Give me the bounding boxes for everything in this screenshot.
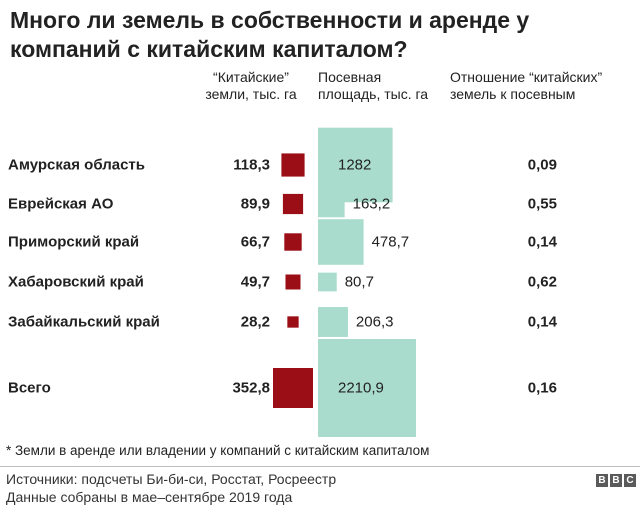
chart-area: Амурская область 118,3 1282 0,09 Еврейская А… — [8, 127, 558, 437]
sown-area-bar — [318, 219, 364, 265]
logo-letter: B — [596, 474, 608, 487]
sown-area-bar — [318, 272, 337, 292]
sown-value-label: 163,2 — [353, 196, 391, 213]
region-label: Приморский край — [8, 234, 139, 251]
chinese-value-label: 352,8 — [232, 380, 270, 397]
source-line-2: Данные собраны в мае–сентябре 2019 года — [6, 489, 293, 505]
region-label: Еврейская АО — [8, 196, 114, 213]
chinese-value-label: 28,2 — [241, 314, 270, 331]
ratio-value-label: 0,09 — [528, 157, 557, 174]
header-chinese-line2: земли, тыс. га — [205, 86, 297, 102]
ratio-value-label: 0,14 — [528, 314, 558, 331]
header-sown-area: Посевная площадь, тыс. га — [318, 69, 448, 103]
ratio-value-label: 0,16 — [528, 380, 557, 397]
region-label: Амурская область — [8, 157, 145, 174]
header-ratio-line1: Отношение “китайских” — [450, 69, 603, 85]
ratio-value-label: 0,14 — [528, 234, 558, 251]
sown-value-label: 1282 — [338, 157, 371, 174]
sown-value-label: 2210,9 — [338, 380, 384, 397]
chinese-land-square — [282, 193, 304, 215]
footer-divider — [0, 466, 640, 467]
chinese-land-square — [281, 153, 305, 177]
region-label: Всего — [8, 380, 51, 397]
header-sown-line2: площадь, тыс. га — [318, 86, 429, 102]
chinese-value-label: 66,7 — [241, 234, 270, 251]
header-chinese-lands: “Китайские” земли, тыс. га — [196, 69, 306, 103]
sown-area-bar — [318, 339, 416, 437]
chinese-value-label: 49,7 — [241, 274, 270, 291]
sown-area-bar — [318, 190, 345, 218]
region-label: Забайкальский край — [8, 314, 160, 331]
chinese-land-square — [273, 368, 313, 408]
logo-letter: C — [624, 474, 636, 487]
footnote: * Земли в аренде или владении у компаний… — [6, 443, 430, 458]
chinese-land-square — [284, 233, 302, 251]
sown-value-label: 478,7 — [372, 234, 410, 251]
chinese-land-square — [285, 274, 301, 290]
chart-title: Много ли земель в собственности и аренде… — [10, 7, 530, 62]
ratio-value-label: 0,62 — [528, 274, 557, 291]
region-label: Хабаровский край — [8, 274, 144, 291]
sown-value-label: 206,3 — [356, 314, 394, 331]
header-sown-line1: Посевная — [318, 69, 382, 85]
sown-area-bar — [318, 127, 393, 203]
ratio-value-label: 0,55 — [528, 196, 557, 213]
source-line-1: Источники: подсчеты Би-би-си, Росстат, Р… — [6, 471, 337, 487]
sown-value-label: 80,7 — [345, 274, 374, 291]
header-ratio-line2: земель к посевным — [450, 86, 576, 102]
sown-area-bar — [318, 307, 348, 337]
header-ratio: Отношение “китайских” земель к посевным — [450, 69, 636, 103]
logo-letter: B — [610, 474, 622, 487]
chinese-value-label: 118,3 — [233, 157, 270, 174]
header-chinese-line1: “Китайские” — [213, 69, 289, 85]
chinese-value-label: 89,9 — [241, 196, 270, 213]
chinese-land-square — [287, 316, 299, 328]
bbc-logo: B B C — [596, 474, 636, 487]
